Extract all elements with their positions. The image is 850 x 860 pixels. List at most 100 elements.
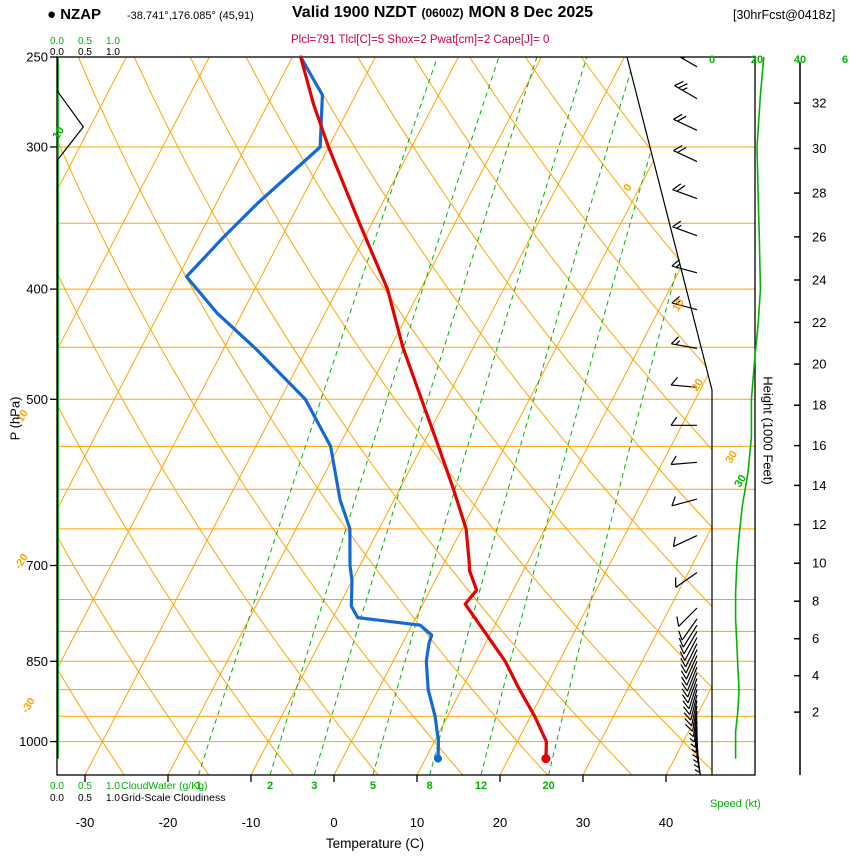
wind-barb xyxy=(670,455,698,466)
dry-adiabat xyxy=(133,57,633,775)
valid-time-date: MON 8 Dec 2025 xyxy=(468,4,594,21)
mixing-ratio-label: 8 xyxy=(427,780,433,792)
height-tick-label: 8 xyxy=(812,594,819,609)
temperature-trace xyxy=(299,55,548,761)
isotherm-label: 0 xyxy=(621,182,634,194)
wind-barb xyxy=(683,694,698,721)
skew-boundary xyxy=(626,56,713,775)
isotherm xyxy=(57,57,210,775)
speed-scale-label: 6 xyxy=(842,54,848,66)
wind-barb xyxy=(673,145,698,163)
valid-time-utc: (0600Z) xyxy=(421,6,464,20)
cloud-scale-value: 0.0 xyxy=(50,793,64,804)
wind-barb xyxy=(671,296,698,311)
green-curve-label: 30 xyxy=(732,473,749,490)
temperature-tick-label: 20 xyxy=(493,815,507,830)
isotherm-label: 20 xyxy=(689,377,706,394)
temperature-tick-label: 10 xyxy=(410,815,424,830)
dry-adiabat xyxy=(413,57,712,775)
isotherm xyxy=(333,57,708,775)
dry-adiabat xyxy=(469,57,712,775)
cloudiness-legend: Grid-Scale Cloudiness xyxy=(121,792,226,804)
wind-barb xyxy=(678,624,698,648)
dry-adiabat xyxy=(57,57,125,775)
stability-indices: Plcl=791 Tlcl[C]=5 Shox=2 Pwat[cm]=2 Cap… xyxy=(291,34,550,46)
isotherm-label: 10 xyxy=(670,297,687,314)
height-tick-label: 14 xyxy=(812,478,826,493)
temperature-tick-label: 30 xyxy=(576,815,590,830)
forecast-lead-label: [30hrFcst@0418z] xyxy=(733,8,836,22)
valid-time-title: Valid 1900 NZDT (0600Z) MON 8 Dec 2025 xyxy=(292,4,593,22)
height-tick-label: 4 xyxy=(812,668,819,683)
wind-barb xyxy=(690,721,698,748)
pressure-tick-label: 400 xyxy=(26,282,48,297)
height-tick-label: 2 xyxy=(812,705,819,720)
cloudiness-profile xyxy=(56,57,84,759)
wind-barb xyxy=(678,618,698,641)
temperature-axis-title: Temperature (C) xyxy=(325,836,425,851)
mixing-ratio-line xyxy=(372,57,588,775)
height-tick-label: 18 xyxy=(812,398,826,413)
cloud-scale-value: 1.0 xyxy=(106,47,120,58)
height-tick-label: 32 xyxy=(812,96,826,111)
height-tick-label: 26 xyxy=(812,229,826,244)
station-id: ● NZAP xyxy=(47,6,102,23)
cloud-scale-value: 0.0 xyxy=(50,781,64,792)
cloud-scale-value: 0.0 xyxy=(50,47,64,58)
mixing-ratio-line xyxy=(429,57,636,775)
mixing-ratio-line xyxy=(198,57,438,775)
wind-barb xyxy=(680,649,698,674)
dry-adiabat xyxy=(57,57,294,775)
mixing-ratio-label: 12 xyxy=(475,780,487,792)
cloud-scale-value: 0.5 xyxy=(78,793,92,804)
mixing-ratio-label: 3 xyxy=(311,780,317,792)
wind-barbs-column xyxy=(670,57,701,775)
mixing-ratio-line xyxy=(269,57,500,775)
isotherm xyxy=(57,57,127,775)
isotherm xyxy=(416,57,712,775)
height-axis-title: Height (1000 Feet) xyxy=(760,376,776,485)
pressure-axis-title: P (hPa) xyxy=(7,396,23,441)
height-tick-label: 10 xyxy=(812,556,826,571)
wind-barb xyxy=(680,661,698,686)
speed-scale-label: 20 xyxy=(751,54,763,66)
isotherm xyxy=(57,57,293,775)
wind-barb xyxy=(683,689,698,715)
cloud-scale-value: 1.0 xyxy=(106,793,120,804)
isotherm xyxy=(499,57,712,775)
wind-barb xyxy=(673,113,698,131)
cloud-scale-value: 0.5 xyxy=(78,47,92,58)
mixing-ratio-label: 1 xyxy=(195,780,201,792)
pressure-tick-label: 250 xyxy=(26,50,48,65)
mixing-ratio-label: 5 xyxy=(370,780,376,792)
dry-adiabat xyxy=(57,57,464,775)
temperature-tick-label: 0 xyxy=(330,815,337,830)
mixing-ratio-line xyxy=(548,57,712,775)
surface-dewpoint-dot xyxy=(434,754,442,763)
wind-barb xyxy=(682,683,698,710)
cloud-scale-value: 0.5 xyxy=(78,781,92,792)
cloud-scale-value: 0.5 xyxy=(78,36,92,47)
wind-barb xyxy=(684,705,698,732)
wind-barb xyxy=(679,631,698,655)
dry-adiabat xyxy=(524,57,712,775)
height-tick-label: 24 xyxy=(812,273,826,288)
wind-barb xyxy=(680,643,698,668)
wind-barb xyxy=(681,678,698,704)
green-curve-label: 10 xyxy=(50,125,67,142)
temperature-tick-label: -10 xyxy=(242,815,261,830)
wind-barb xyxy=(689,716,698,743)
surface-temperature-dot xyxy=(541,754,551,764)
isotherm xyxy=(84,57,459,775)
pressure-tick-label: 850 xyxy=(26,654,48,669)
plot-frame xyxy=(56,56,756,776)
height-tick-label: 30 xyxy=(812,141,826,156)
speed-scale-label: 0 xyxy=(709,54,715,66)
wind-barb xyxy=(679,637,698,661)
dry-adiabat xyxy=(77,57,548,775)
dry-adiabat xyxy=(580,57,712,775)
cloudwater-legend: CloudWater (g/Kg) xyxy=(121,780,208,792)
cloud-scale-value: 1.0 xyxy=(106,781,120,792)
